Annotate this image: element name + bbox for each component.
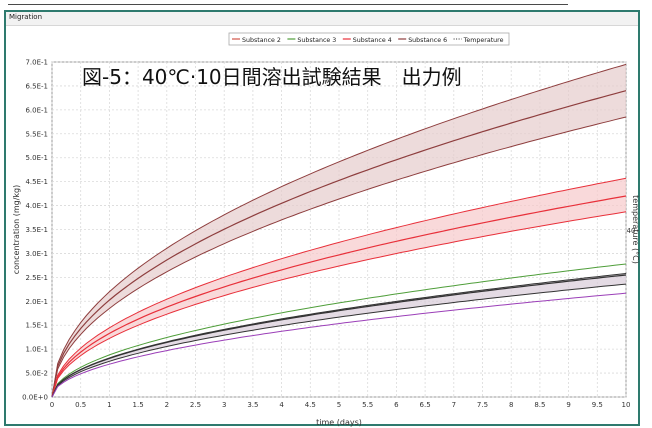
substance-2-mid-line	[51, 274, 627, 398]
substance-2-band	[52, 273, 626, 397]
x-tick-label: 1	[107, 401, 111, 409]
x-tick-label: 0.5	[75, 401, 86, 409]
y-tick-label: 5.5E-1	[25, 130, 48, 138]
substance-4-band	[52, 178, 626, 397]
x-tick-label: 2	[165, 401, 169, 409]
legend-label: Temperature	[463, 37, 504, 44]
x-tick-label: 5	[337, 401, 341, 409]
legend-label: Substance 6	[408, 37, 447, 44]
top-rule-area	[0, 0, 652, 5]
substance-6-upper-line	[51, 63, 627, 398]
window-titlebar[interactable]: Migration	[6, 12, 638, 26]
y-tick-label: 6.0E-1	[25, 106, 48, 114]
substance-2-lower-line	[51, 283, 627, 398]
x-tick-label: 5.5	[362, 401, 373, 409]
x-tick-label: 3.5	[247, 401, 258, 409]
substance-6-mid-line	[51, 90, 627, 398]
y2-tick-label: 40	[627, 227, 636, 235]
x-tick-label: 8	[509, 401, 513, 409]
x-tick-label: 4	[279, 401, 284, 409]
y-tick-label: 2.0E-1	[25, 298, 48, 306]
y-tick-label: 1.0E-1	[25, 346, 48, 354]
x-tick-label: 9	[566, 401, 570, 409]
y-tick-label: 6.5E-1	[25, 82, 48, 90]
x-tick-label: 7.5	[477, 401, 488, 409]
x-tick-label: 4.5	[305, 401, 316, 409]
x-tick-label: 7	[452, 401, 456, 409]
substance-6-band	[52, 64, 626, 398]
window-title: Migration	[9, 13, 43, 21]
x-axis-label: time (days)	[316, 418, 362, 427]
substance-3-upper-line	[51, 263, 627, 398]
substance-4-upper-line	[51, 177, 627, 398]
y-tick-label: 4.5E-1	[25, 178, 48, 186]
legend-box	[228, 32, 510, 46]
y-tick-label: 2.5E-1	[25, 274, 48, 282]
x-tick-label: 9.5	[592, 401, 603, 409]
y-tick-label: 7.0E-1	[25, 59, 48, 67]
x-tick-label: 10	[622, 401, 631, 409]
x-tick-label: 6	[394, 401, 399, 409]
y-tick-label: 0.0E+0	[22, 394, 48, 402]
series-group	[51, 63, 627, 398]
y-tick-label: 1.5E-1	[25, 322, 48, 330]
x-tick-label: 2.5	[190, 401, 201, 409]
y-tick-label: 5.0E-2	[25, 370, 48, 378]
substance-4-mid-line	[51, 195, 627, 398]
top-rule	[8, 4, 568, 5]
x-tick-label: 1.5	[133, 401, 144, 409]
substance-2-lower-upper-line	[51, 292, 627, 398]
substance-6-lower-line	[51, 116, 627, 398]
y-tick-label: 3.0E-1	[25, 250, 48, 258]
chart-title: 図-5：40℃·10日間溶出試験結果 出力例	[82, 65, 462, 89]
x-tick-label: 6.5	[420, 401, 431, 409]
y-axis-label: concentration (mg/kg)	[12, 185, 21, 274]
y2-axis-label: temperature (°C)	[631, 195, 640, 264]
x-tick-label: 3	[222, 401, 226, 409]
y-tick-label: 5.0E-1	[25, 154, 48, 162]
substance-4-lower-line	[51, 211, 627, 398]
y-tick-label: 4.0E-1	[25, 202, 48, 210]
y-tick-label: 3.5E-1	[25, 226, 48, 234]
legend-label: Substance 3	[297, 37, 336, 44]
x-tick-label: 8.5	[534, 401, 545, 409]
legend-label: Substance 2	[242, 37, 281, 44]
x-tick-label: 0	[50, 401, 54, 409]
legend-label: Substance 4	[353, 37, 392, 44]
